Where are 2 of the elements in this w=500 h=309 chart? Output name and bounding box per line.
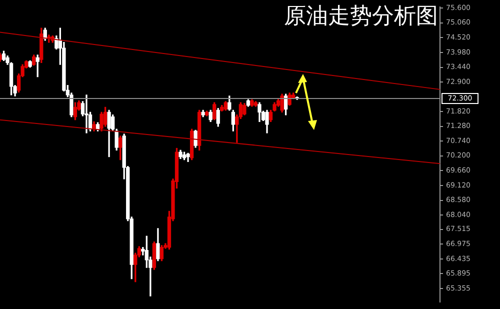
chart-title: 原油走势分析图 (284, 3, 438, 31)
candlestick (84, 94, 88, 134)
